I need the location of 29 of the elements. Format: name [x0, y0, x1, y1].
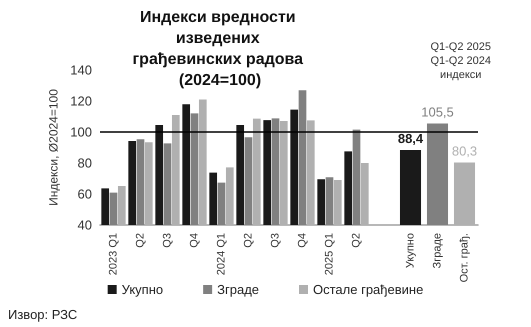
- x-tick-label: Q4: [188, 233, 200, 248]
- y-tick-label: 40: [78, 218, 92, 232]
- y-tick-label: 80: [78, 156, 92, 170]
- annotation: Q1-Q2 2025 Q1-Q2 2024 индекси: [430, 41, 492, 81]
- x-tick-label: Зграде: [432, 233, 444, 268]
- y-tick-label: 60: [78, 186, 92, 202]
- x-tick-label: Q2: [350, 233, 362, 248]
- x-tick-label: 2025 Q1: [324, 233, 336, 276]
- legend-label: Остале грађевине: [313, 282, 424, 297]
- x-tick-label: 2023 Q1: [108, 233, 120, 276]
- data-label: 105,5: [421, 104, 454, 120]
- x-tick-label: Q2: [134, 233, 146, 248]
- x-tick-label: Q2: [242, 233, 254, 248]
- x-tick-label: Укупно: [404, 233, 416, 268]
- y-tick-label: 100: [70, 124, 92, 140]
- text: Извор: РЗС: [8, 307, 78, 322]
- y-tick-label: 120: [70, 94, 92, 108]
- chart-title: Индекси вредности изведених грађевинских радова (2024=100): [132, 9, 308, 89]
- x-tick-label: Q3: [270, 233, 282, 248]
- legend-label: Укупно: [122, 282, 164, 297]
- x-tick-label: Ост. грађ.: [458, 233, 470, 282]
- x-tick-label: Q3: [162, 233, 174, 248]
- y-tick-label: 140: [70, 62, 92, 78]
- data-label: 80,3: [452, 144, 478, 159]
- data-label: 88,4: [398, 130, 424, 146]
- legend-label: Зграде: [217, 282, 260, 297]
- y-axis-title: Индекси, Ø2024=100: [46, 88, 60, 206]
- x-tick-label: 2024 Q1: [216, 233, 228, 276]
- x-tick-label: Q4: [296, 233, 308, 248]
